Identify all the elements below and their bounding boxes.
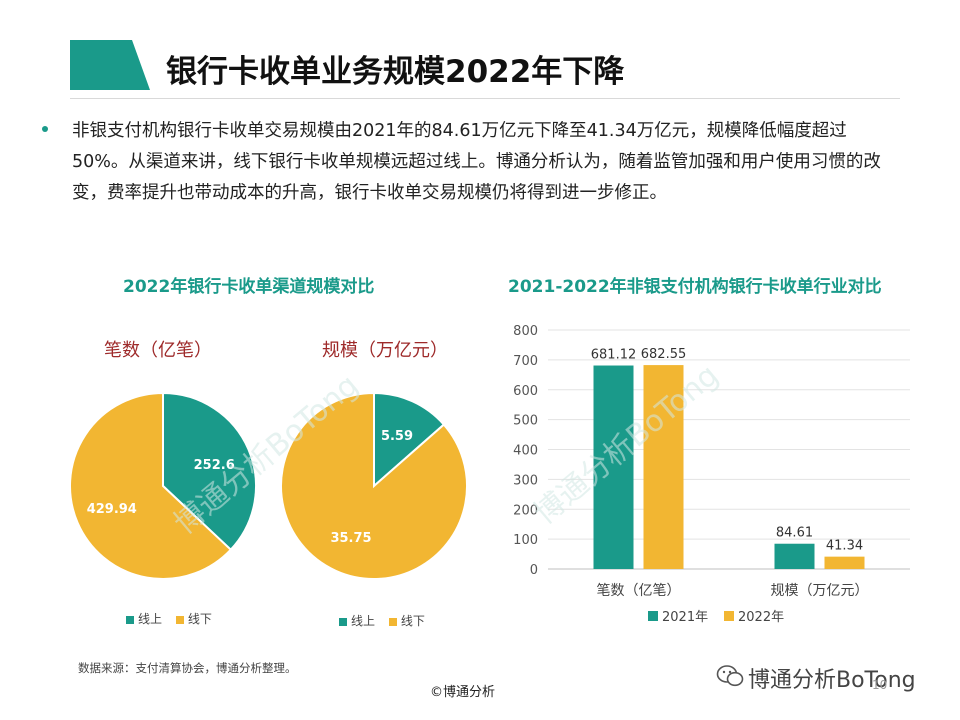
page-number: 10: [872, 678, 888, 692]
bar-2021年-1: [774, 543, 815, 569]
y-tick-label: 600: [513, 384, 538, 399]
wechat-icon: [716, 665, 744, 687]
pie-data-label: 35.75: [330, 531, 371, 546]
legend-swatch: [648, 611, 658, 621]
legend-label: 2021年: [662, 610, 708, 625]
legend-swatch-offline: [175, 615, 184, 624]
x-category-label: 规模（万亿元）: [771, 583, 869, 599]
bar-data-label: 681.12: [591, 348, 637, 363]
title-divider: [70, 98, 900, 99]
y-tick-label: 200: [513, 503, 538, 518]
bar-chart: 0 100 200 300 400 500 600 700 800 681.12 682.55 笔数（…: [513, 324, 910, 625]
pie-slice-offline: [280, 391, 468, 580]
pie1-title: 笔数（亿笔）: [104, 340, 212, 361]
bar-chart-title: 2021-2022年非银支付机构银行卡收单行业对比: [508, 277, 882, 297]
data-source-note: 数据来源：支付清算协会，博通分析整理。: [78, 661, 297, 675]
pie-data-label: 5.59: [381, 429, 413, 444]
bar-2022年-1: [824, 556, 865, 569]
pie-slice-online: [373, 391, 446, 489]
legend-swatch-online: [126, 615, 134, 624]
pie-chart-transactions: 252.6 429.94: [70, 391, 256, 580]
legend-swatch-online: [339, 617, 347, 626]
y-tick-label: 800: [513, 324, 538, 339]
bar-data-label: 41.34: [826, 539, 863, 554]
pie-chart-volume: 5.59 35.75: [280, 391, 468, 580]
pie-slice-online: [162, 391, 256, 552]
pie2-legend: 线上 线下: [339, 612, 425, 629]
bar-2022年-0: [643, 365, 684, 569]
y-tick-label: 700: [513, 354, 538, 369]
bar-data-label: 682.55: [641, 347, 687, 362]
legend-swatch-offline: [388, 617, 397, 626]
pie-data-label: 429.94: [87, 502, 137, 517]
pie-group-title: 2022年银行卡收单渠道规模对比: [123, 277, 375, 297]
legend-item-online: 线上: [126, 612, 162, 626]
bullet-icon: [42, 126, 48, 132]
title-bar: 银行卡收单业务规模2022年下降: [70, 40, 900, 90]
legend-item-online: 线上: [339, 614, 375, 628]
bar-data-label: 84.61: [776, 526, 813, 541]
legend-swatch: [724, 611, 734, 621]
y-tick-label: 100: [513, 533, 538, 548]
legend-item-offline: 线下: [388, 614, 425, 628]
pie-data-label: 252.6: [194, 458, 235, 473]
y-tick-label: 0: [530, 563, 538, 578]
x-category-label: 笔数（亿笔）: [597, 583, 681, 599]
pie1-legend: 线上 线下: [126, 610, 212, 627]
pie-slice-offline: [70, 391, 233, 580]
copyright: ©博通分析: [430, 685, 496, 700]
y-tick-label: 400: [513, 444, 538, 459]
bar-2021年-0: [593, 365, 634, 569]
brand-watermark: 博通分析BoTong: [748, 668, 916, 693]
summary-paragraph: 非银支付机构银行卡收单交易规模由2021年的84.61万亿元下降至41.34万亿…: [72, 121, 881, 203]
pie2-title: 规模（万亿元）: [322, 340, 448, 361]
y-tick-label: 300: [513, 473, 538, 488]
legend-label: 2022年: [738, 610, 784, 625]
title-accent-shape: [70, 40, 150, 90]
legend-item-offline: 线下: [175, 612, 212, 626]
page-title: 银行卡收单业务规模2022年下降: [166, 54, 625, 90]
y-tick-label: 500: [513, 414, 538, 429]
